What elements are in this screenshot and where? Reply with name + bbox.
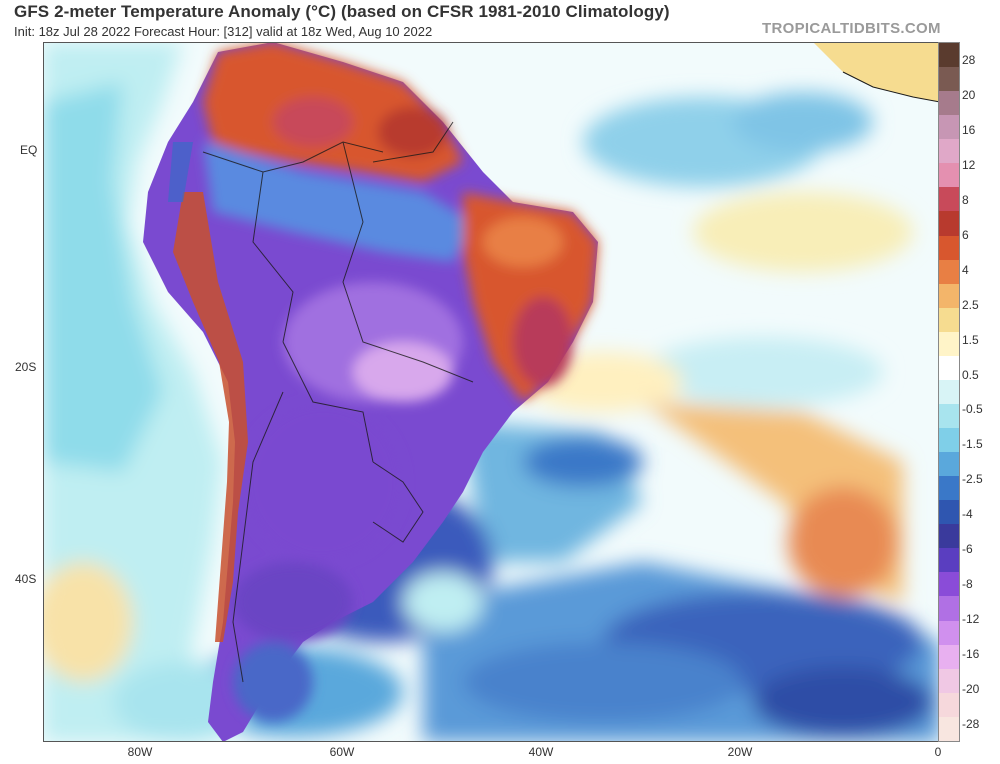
colorbar-label: -4	[962, 507, 973, 522]
colorbar-swatch	[939, 355, 959, 380]
colorbar-swatch	[939, 692, 959, 717]
colorbar-swatch	[939, 379, 959, 404]
colorbar-swatch	[939, 115, 959, 140]
colorbar-swatch	[939, 91, 959, 116]
colorbar-label: -12	[962, 612, 980, 627]
lon-label-80w: 80W	[127, 745, 153, 759]
colorbar-swatch	[939, 187, 959, 212]
colorbar-swatch	[939, 307, 959, 332]
colorbar-label: 0.5	[962, 367, 979, 382]
colorbar-label: 1.5	[962, 332, 979, 347]
colorbar-label: -28	[962, 717, 980, 731]
colorbar-label: 28	[962, 53, 976, 67]
colorbar-label: 12	[962, 157, 976, 172]
colorbar-label: 2.5	[962, 297, 979, 312]
colorbar-swatch	[939, 620, 959, 645]
chart-subtitle: Init: 18z Jul 28 2022 Forecast Hour: [31…	[14, 24, 433, 39]
colorbar-swatch	[939, 331, 959, 356]
colorbar-swatch	[939, 716, 959, 741]
colorbar-swatch	[939, 283, 959, 308]
colorbar-labels: 28 20 16 12 8 6 4 2.5 1.5 0.5 -0.5 -1.5 -2.5 -4 -6 -8 -1…	[962, 42, 1000, 742]
source-credit: TROPICALTIDBITS.COM	[762, 20, 941, 37]
anomaly-map	[43, 42, 940, 742]
colorbar-label: 16	[962, 122, 976, 137]
colorbar-swatch	[939, 476, 959, 501]
south-america	[143, 42, 598, 742]
colorbar-swatch	[939, 403, 959, 428]
colorbar-label: 8	[962, 192, 969, 207]
colorbar-swatch	[939, 43, 959, 68]
colorbar-swatch	[939, 235, 959, 260]
colorbar-label: 20	[962, 87, 976, 102]
colorbar-swatch	[939, 163, 959, 188]
ocean-anomaly-field	[43, 42, 940, 742]
lon-label-0: 0	[934, 745, 942, 759]
colorbar-label: -1.5	[962, 437, 983, 452]
colorbar-swatch	[939, 139, 959, 164]
lon-label-40w: 40W	[528, 745, 554, 759]
colorbar-label: -20	[962, 682, 980, 697]
chart-title: GFS 2-meter Temperature Anomaly (°C) (ba…	[14, 2, 670, 21]
colorbar-swatch	[939, 428, 959, 453]
colorbar-swatch	[939, 452, 959, 477]
colorbar-label: 4	[962, 262, 969, 277]
lat-label-eq: EQ	[20, 143, 38, 157]
colorbar-swatch	[939, 548, 959, 573]
colorbar-label: -0.5	[962, 402, 983, 417]
lon-label-60w: 60W	[329, 745, 355, 759]
colorbar-swatch	[939, 572, 959, 597]
colorbar-label: 6	[962, 227, 969, 242]
africa-coast	[813, 42, 940, 103]
colorbar-swatch	[939, 668, 959, 693]
colorbar-label: -2.5	[962, 472, 983, 487]
map-canvas	[43, 42, 940, 742]
colorbar-swatch	[939, 67, 959, 92]
colorbar-swatch	[939, 211, 959, 236]
colorbar-label: -6	[962, 542, 973, 557]
colorbar-swatch	[939, 500, 959, 525]
colorbar	[938, 42, 960, 742]
colorbar-swatch	[939, 524, 959, 549]
colorbar-label: -8	[962, 577, 973, 592]
lat-label-40s: 40S	[15, 572, 37, 586]
lat-label-20s: 20S	[15, 360, 37, 374]
colorbar-swatch	[939, 644, 959, 669]
lon-label-20w: 20W	[727, 745, 753, 759]
colorbar-swatch	[939, 596, 959, 621]
colorbar-swatch	[939, 259, 959, 284]
colorbar-label: -16	[962, 647, 980, 662]
